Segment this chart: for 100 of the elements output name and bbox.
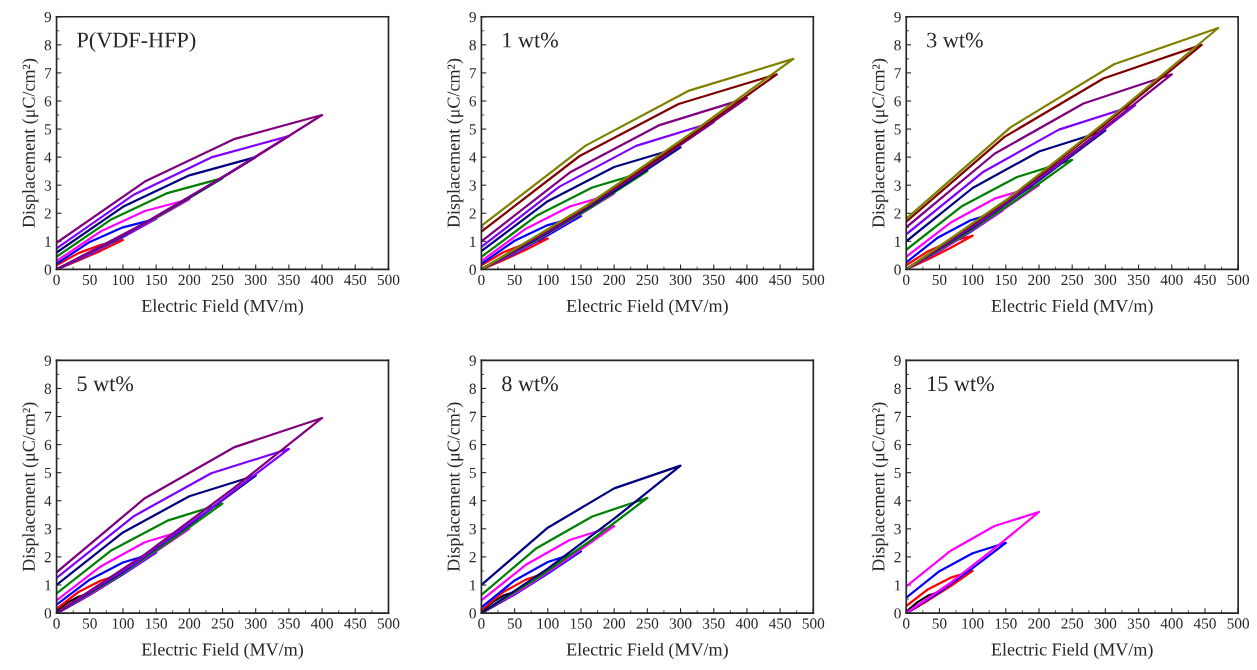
line-series bbox=[481, 192, 616, 270]
line-series bbox=[56, 416, 324, 614]
x-axis-title: Electric Field (MV/m) bbox=[991, 642, 1153, 660]
x-tick-label: 500 bbox=[377, 618, 400, 629]
line-series bbox=[481, 496, 649, 614]
y-tick-label: 6 bbox=[44, 439, 52, 451]
line-series bbox=[56, 527, 191, 614]
x-tick-label: 450 bbox=[344, 618, 367, 629]
line-series bbox=[56, 217, 158, 270]
y-tick-label: 5 bbox=[469, 124, 476, 135]
y-tick-label: 9 bbox=[469, 11, 476, 23]
annotation: 1 wt% bbox=[503, 32, 558, 48]
x-tick-label: 250 bbox=[636, 274, 659, 286]
x-tick-label: 500 bbox=[802, 618, 825, 629]
x-tick-label: 0 bbox=[903, 274, 910, 286]
x-tick-label: 0 bbox=[53, 618, 60, 629]
y-tick-label: 4 bbox=[44, 152, 52, 163]
x-tick-label: 350 bbox=[1127, 274, 1150, 286]
y-tick-label: 5 bbox=[894, 124, 901, 135]
y-tick-label: 5 bbox=[44, 467, 52, 479]
x-tick-label: 300 bbox=[669, 274, 692, 286]
line-series bbox=[56, 447, 291, 614]
y-tick-label: 3 bbox=[894, 524, 901, 535]
x-tick-label: 300 bbox=[244, 274, 267, 286]
annotation: P(VDF-HFP) bbox=[77, 31, 196, 53]
x-tick-label: 100 bbox=[537, 274, 559, 286]
y-tick-label: 3 bbox=[894, 180, 901, 191]
annotation: 3 wt% bbox=[927, 32, 983, 48]
x-tick-label: 450 bbox=[344, 274, 367, 286]
y-tick-label: 0 bbox=[44, 608, 52, 619]
y-tick-label: 7 bbox=[45, 411, 52, 422]
y-tick-label: 7 bbox=[45, 68, 52, 79]
y-tick-label: 2 bbox=[894, 208, 901, 219]
x-tick-label: 400 bbox=[1160, 618, 1183, 629]
line-series bbox=[481, 97, 749, 270]
x-tick-label: 450 bbox=[768, 618, 791, 629]
y-tick-label: 3 bbox=[469, 180, 476, 191]
y-tick-label: 2 bbox=[469, 208, 476, 219]
x-tick-label: 250 bbox=[1061, 274, 1084, 286]
y-tick-label: 4 bbox=[469, 496, 477, 507]
y-tick-label: 4 bbox=[894, 152, 902, 163]
y-tick-label: 0 bbox=[894, 264, 901, 275]
y-tick-label: 0 bbox=[44, 264, 52, 275]
y-tick-label: 9 bbox=[469, 355, 476, 366]
y-tick-label: 2 bbox=[44, 552, 51, 563]
x-tick-label: 0 bbox=[478, 618, 485, 629]
x-tick-label: 100 bbox=[112, 618, 134, 629]
x-tick-label: 150 bbox=[995, 274, 1017, 286]
x-tick-label: 200 bbox=[603, 274, 626, 286]
y-tick-label: 8 bbox=[44, 39, 52, 51]
y-axis-title: Displacement (μC/cm²) bbox=[871, 58, 889, 228]
y-tick-label: 6 bbox=[469, 439, 477, 451]
y-tick-label: 5 bbox=[44, 124, 52, 135]
y-tick-label: 3 bbox=[44, 180, 52, 191]
y-tick-label: 1 bbox=[895, 236, 901, 247]
x-tick-label: 0 bbox=[53, 274, 60, 286]
y-tick-label: 6 bbox=[894, 96, 901, 107]
y-tick-label: 1 bbox=[45, 236, 51, 247]
x-tick-label: 500 bbox=[1227, 618, 1250, 629]
line-series bbox=[906, 569, 974, 614]
x-tick-label: 100 bbox=[112, 274, 134, 286]
x-tick-label: 500 bbox=[802, 274, 825, 286]
x-axis-title: Electric Field (MV/m) bbox=[566, 299, 728, 316]
y-tick-label: 0 bbox=[469, 608, 476, 619]
x-axis-title: Electric Field (MV/m) bbox=[141, 642, 303, 660]
x-tick-label: 250 bbox=[1061, 618, 1084, 629]
x-tick-label: 250 bbox=[211, 274, 234, 286]
x-tick-label: 0 bbox=[478, 274, 485, 286]
y-tick-label: 0 bbox=[894, 608, 901, 619]
x-tick-label: 50 bbox=[507, 274, 522, 286]
x-tick-label: 150 bbox=[146, 274, 168, 286]
y-tick-label: 1 bbox=[470, 236, 476, 247]
x-tick-label: 350 bbox=[1127, 618, 1150, 629]
y-tick-label: 4 bbox=[44, 496, 52, 507]
x-tick-label: 350 bbox=[703, 618, 725, 629]
y-axis-title: Displacement (μC/cm²) bbox=[22, 402, 39, 572]
x-tick-label: 300 bbox=[244, 618, 267, 629]
y-tick-label: 5 bbox=[894, 467, 901, 479]
annotation: 8 wt% bbox=[502, 376, 558, 392]
annotation: 15 wt% bbox=[928, 376, 994, 392]
line-series bbox=[906, 541, 1007, 614]
y-tick-label: 9 bbox=[44, 11, 52, 23]
y-tick-label: 6 bbox=[469, 96, 477, 107]
y-tick-label: 6 bbox=[894, 439, 901, 451]
y-tick-label: 7 bbox=[894, 68, 901, 79]
x-tick-label: 200 bbox=[1028, 618, 1050, 629]
x-tick-label: 450 bbox=[1193, 274, 1216, 286]
x-tick-label: 200 bbox=[178, 274, 201, 286]
x-tick-label: 300 bbox=[1094, 618, 1117, 629]
x-tick-label: 150 bbox=[570, 618, 592, 629]
x-tick-label: 50 bbox=[932, 618, 947, 629]
x-tick-label: 350 bbox=[703, 274, 725, 286]
y-axis-title: Displacement (μC/cm²) bbox=[446, 58, 464, 228]
x-tick-label: 400 bbox=[735, 274, 758, 286]
y-tick-label: 1 bbox=[45, 580, 51, 591]
x-tick-label: 150 bbox=[995, 618, 1017, 629]
x-tick-label: 400 bbox=[1160, 274, 1183, 286]
y-axis-title: Displacement (μC/cm²) bbox=[22, 58, 39, 228]
y-tick-label: 8 bbox=[469, 383, 476, 394]
x-tick-label: 50 bbox=[507, 618, 522, 629]
